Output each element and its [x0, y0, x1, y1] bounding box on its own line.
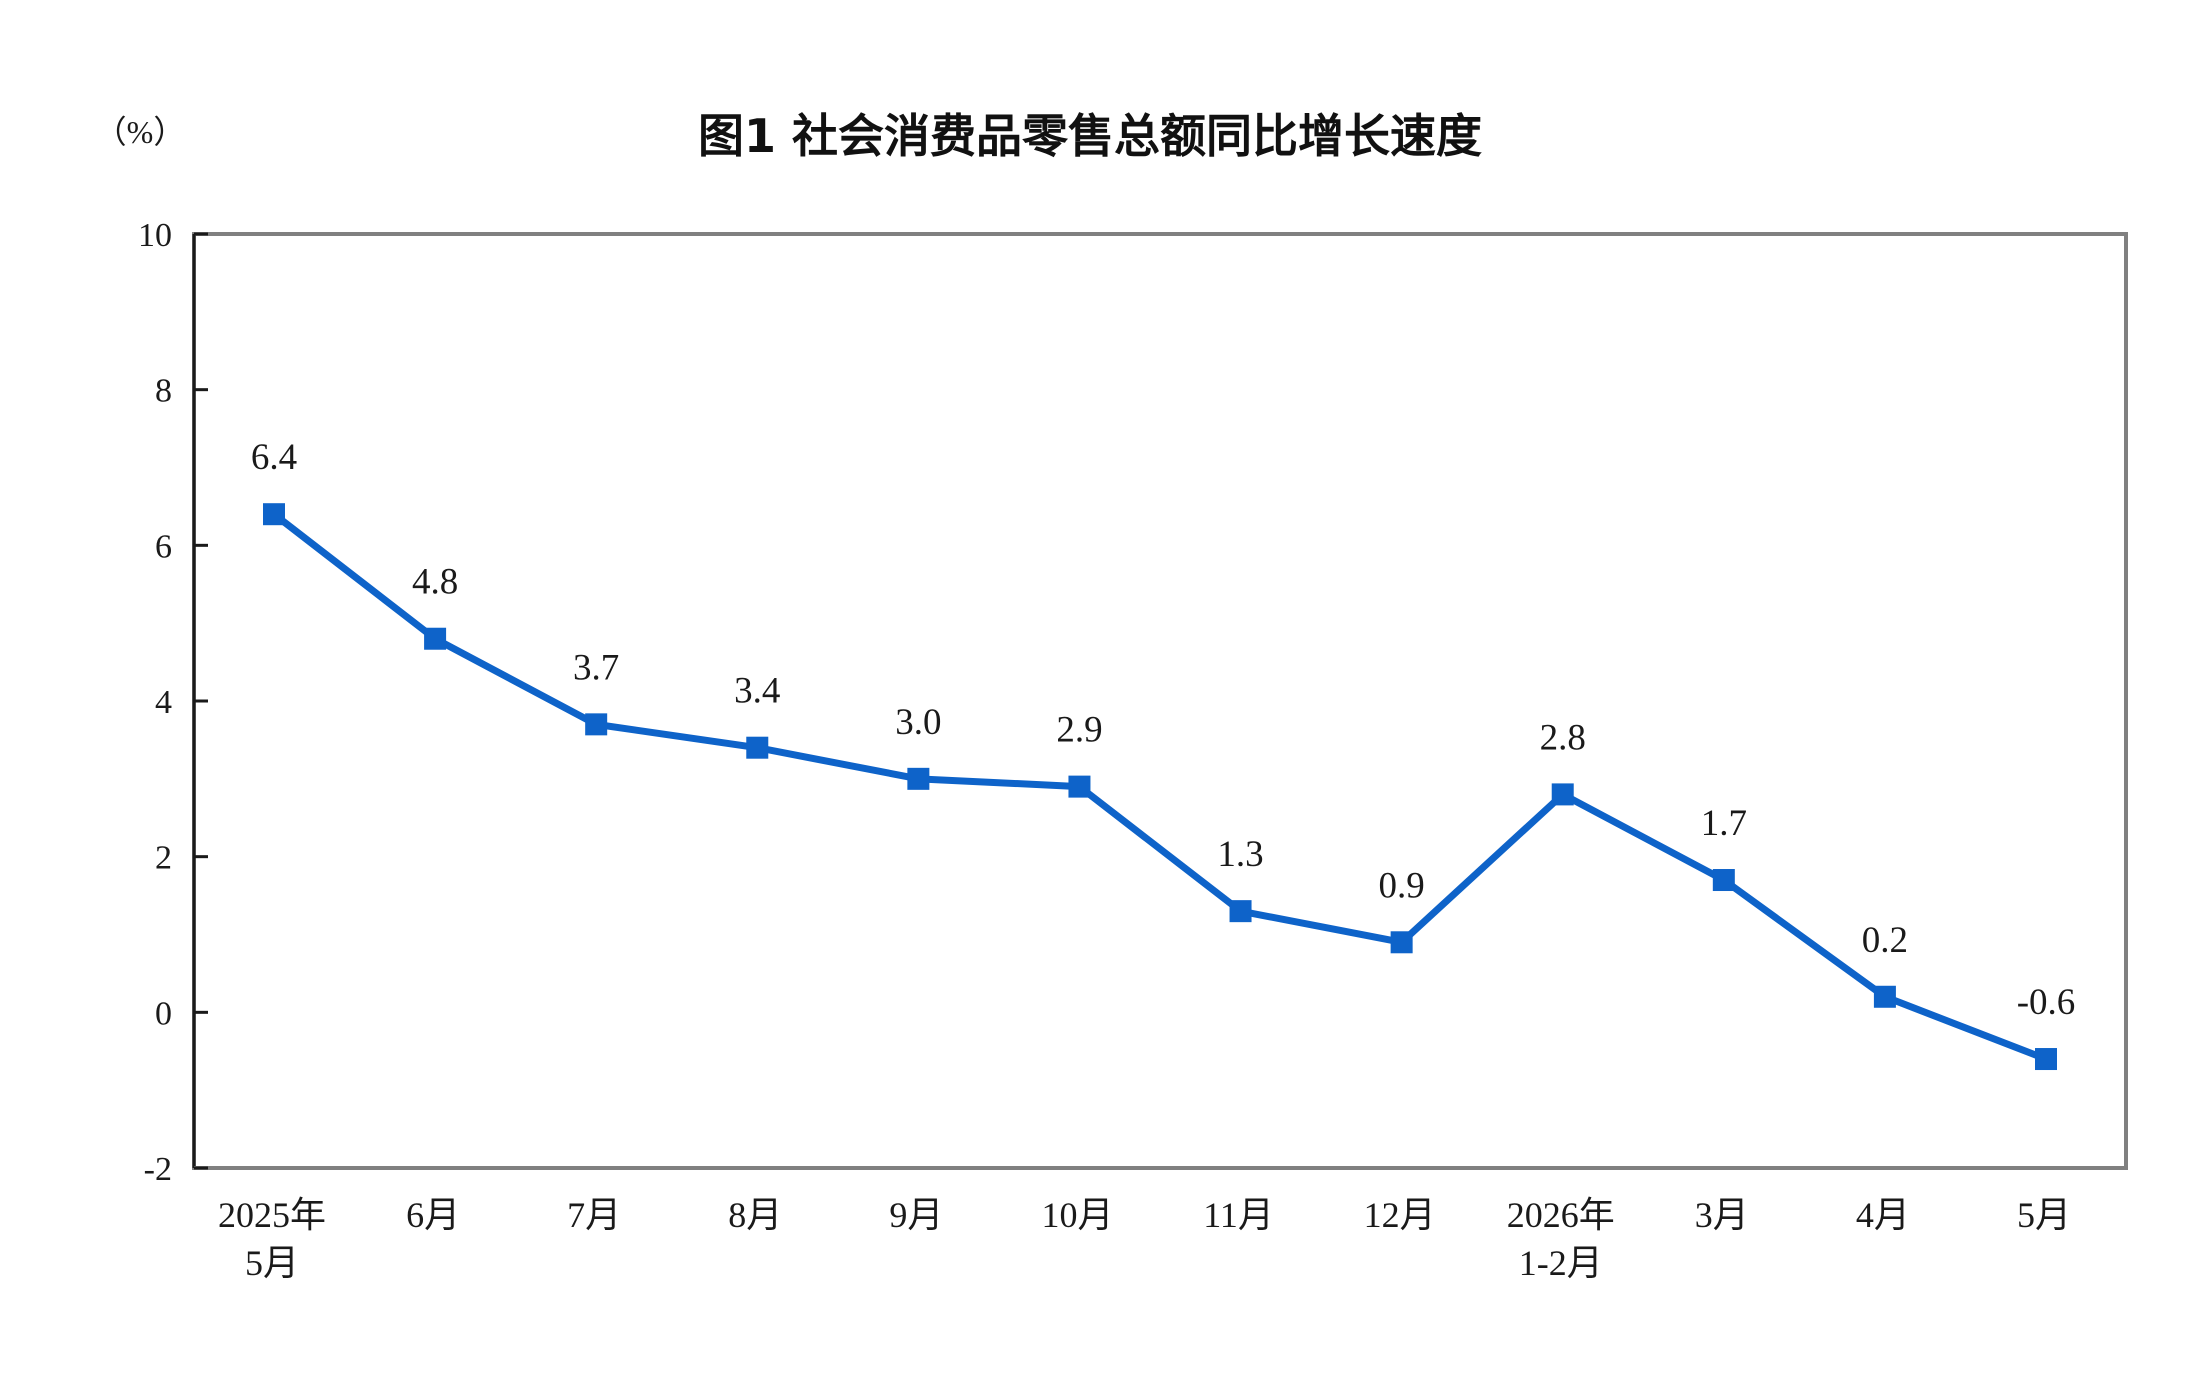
data-label: 2.9	[1056, 710, 1102, 751]
y-tick-label: -2	[144, 1151, 172, 1188]
data-label: 6.4	[251, 437, 297, 478]
plot-frame	[192, 232, 2128, 1170]
data-point-marker	[1068, 775, 1091, 798]
data-label: 0.9	[1379, 865, 1425, 906]
data-label: 0.2	[1862, 920, 1908, 961]
data-point-marker	[1390, 931, 1413, 954]
series-line	[270, 510, 2050, 1063]
data-label: -0.6	[2017, 982, 2076, 1023]
x-category-label: 11月	[1203, 1195, 1274, 1235]
data-point-marker	[1551, 783, 1574, 806]
data-point-marker	[1229, 900, 1252, 923]
x-category-label: 3月	[1695, 1195, 1749, 1235]
x-category-label: 1-2月	[1519, 1243, 1603, 1283]
y-tick-label: 8	[155, 373, 172, 410]
x-category-label: 9月	[889, 1195, 943, 1235]
data-point-marker	[424, 627, 447, 650]
data-point-marker	[1712, 869, 1735, 892]
data-label: 2.8	[1540, 717, 1586, 758]
axes: -2 0 2 4 6 8 10	[138, 217, 2126, 1188]
y-tick-label: 0	[155, 995, 172, 1032]
y-tick-label: 6	[155, 528, 172, 565]
x-category-label: 12月	[1364, 1195, 1436, 1235]
y-unit-label: （%）	[95, 114, 186, 150]
x-category-label: 5月	[2017, 1195, 2071, 1235]
data-labels: 6.4 4.8 3.7 3.4 3.0 2.9 1.3 0.9 2.8 1.7 0.2 -0.6	[251, 437, 2075, 1023]
x-axis-categories: 2025年 5月 6月 7月 8月 9月 10月 11月 12月 2026年 1-2月 3月 4月 5月	[218, 1195, 2071, 1283]
x-category-label: 7月	[567, 1195, 621, 1235]
data-label: 3.7	[573, 647, 619, 688]
chart-title: 图1 社会消费品零售总额同比增长速度	[698, 109, 1482, 163]
y-tick-label: 4	[155, 684, 172, 721]
x-category-label: 6月	[406, 1195, 460, 1235]
data-point-marker	[2035, 1048, 2057, 1071]
data-label: 3.0	[895, 702, 941, 743]
y-tick-label: 10	[138, 217, 172, 254]
data-label: 1.3	[1217, 834, 1263, 875]
x-category-label: 4月	[1856, 1195, 1910, 1235]
data-point-marker	[585, 713, 608, 736]
data-label: 1.7	[1701, 803, 1747, 844]
data-label: 4.8	[412, 562, 458, 603]
y-tick-label: 2	[155, 840, 172, 877]
x-category-label: 2025年	[218, 1195, 326, 1235]
data-label: 3.4	[734, 671, 780, 712]
data-point-marker	[907, 767, 930, 790]
data-point-marker	[263, 503, 285, 526]
series-layer	[263, 503, 2057, 1071]
data-point-marker	[746, 736, 769, 759]
x-category-label: 10月	[1041, 1195, 1113, 1235]
x-category-label: 8月	[728, 1195, 782, 1235]
x-category-label: 2026年	[1507, 1195, 1615, 1235]
data-point-marker	[1873, 985, 1896, 1008]
x-category-label: 5月	[245, 1243, 299, 1283]
